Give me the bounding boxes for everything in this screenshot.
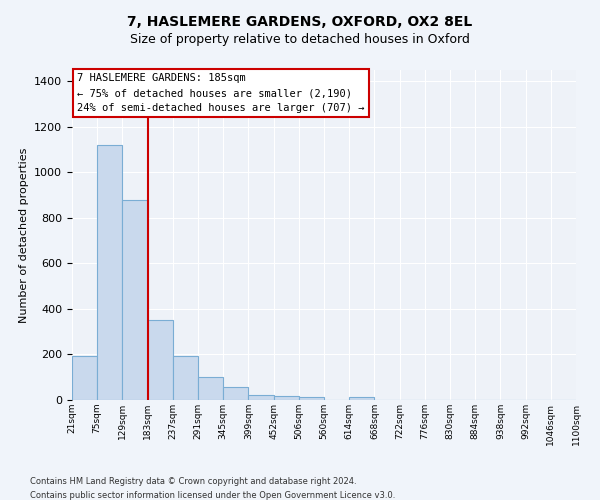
Bar [148,320,173,400]
Bar [97,145,122,400]
Text: Contains public sector information licensed under the Open Government Licence v3: Contains public sector information licen… [30,491,395,500]
Bar [248,396,274,400]
Text: Size of property relative to detached houses in Oxford: Size of property relative to detached ho… [130,32,470,46]
Bar [173,356,198,400]
Bar [122,200,148,400]
Bar [72,356,97,400]
Bar [198,376,223,400]
Y-axis label: Number of detached properties: Number of detached properties [19,148,29,322]
Text: Contains HM Land Registry data © Crown copyright and database right 2024.: Contains HM Land Registry data © Crown c… [30,478,356,486]
Bar [274,396,299,400]
Bar [349,397,374,400]
Bar [299,397,324,400]
Text: 7 HASLEMERE GARDENS: 185sqm
← 75% of detached houses are smaller (2,190)
24% of : 7 HASLEMERE GARDENS: 185sqm ← 75% of det… [77,74,365,113]
Bar [223,387,248,400]
Text: 7, HASLEMERE GARDENS, OXFORD, OX2 8EL: 7, HASLEMERE GARDENS, OXFORD, OX2 8EL [127,15,473,29]
